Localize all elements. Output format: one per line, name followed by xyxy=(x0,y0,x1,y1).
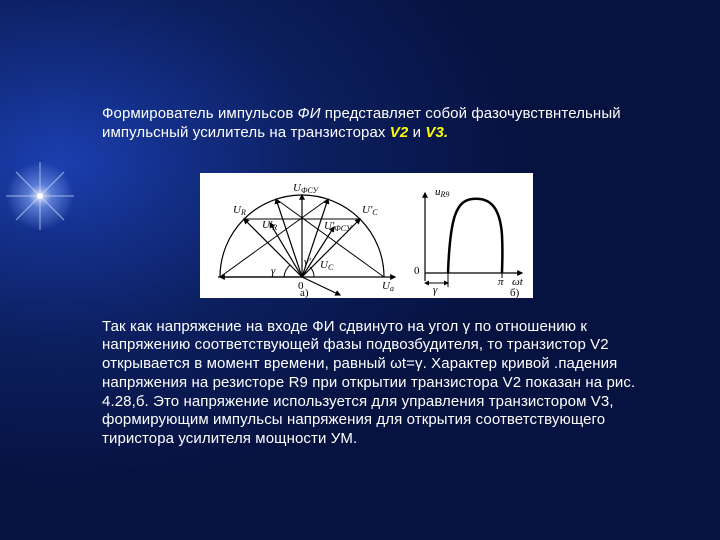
label-origin-right: 0 xyxy=(414,265,420,277)
label-UC: UC xyxy=(320,259,334,272)
p1-seg1: Формирователь импульсов xyxy=(102,105,298,122)
label-UCprime: U'C xyxy=(362,204,378,217)
caption-b: б) xyxy=(510,287,520,298)
caption-a: а) xyxy=(300,287,309,298)
label-UFSUprime: U'ФСУ xyxy=(324,220,353,233)
label-UR: UR xyxy=(233,204,246,217)
paragraph-2: Так как напряжение на входе ФИ сдвинуто … xyxy=(102,318,654,449)
label-uR9: uR9 xyxy=(435,186,449,199)
label-URprime: U'R xyxy=(262,219,277,232)
phasor-diagram: UR UФСУ U'C U'R U'ФСУ UC Ua γ γ' 0 а) xyxy=(218,182,395,298)
label-Ua: Ua xyxy=(382,280,394,293)
slide-body: Формирователь импульсов ФИ представляет … xyxy=(102,105,654,449)
label-gamma: γ xyxy=(271,265,276,277)
p1-seg6-highlight: V3. xyxy=(425,124,448,141)
label-gammap: γ' xyxy=(304,256,311,268)
paragraph-1: Формирователь импульсов ФИ представляет … xyxy=(102,105,654,143)
p1-seg5: и xyxy=(408,124,425,141)
lens-flare-ornament xyxy=(4,160,94,255)
figure-4-28: UR UФСУ U'C U'R U'ФСУ UC Ua γ γ' 0 а) xyxy=(200,173,533,298)
pulse-diagram: uR9 0 γ π ωt б) xyxy=(414,186,524,298)
p1-seg2-italic: ФИ xyxy=(298,105,321,122)
label-UFSU: UФСУ xyxy=(293,182,320,195)
p1-seg4-highlight: V2 xyxy=(390,124,409,141)
label-gamma-x: γ xyxy=(433,284,438,296)
label-pi: π xyxy=(498,276,504,288)
